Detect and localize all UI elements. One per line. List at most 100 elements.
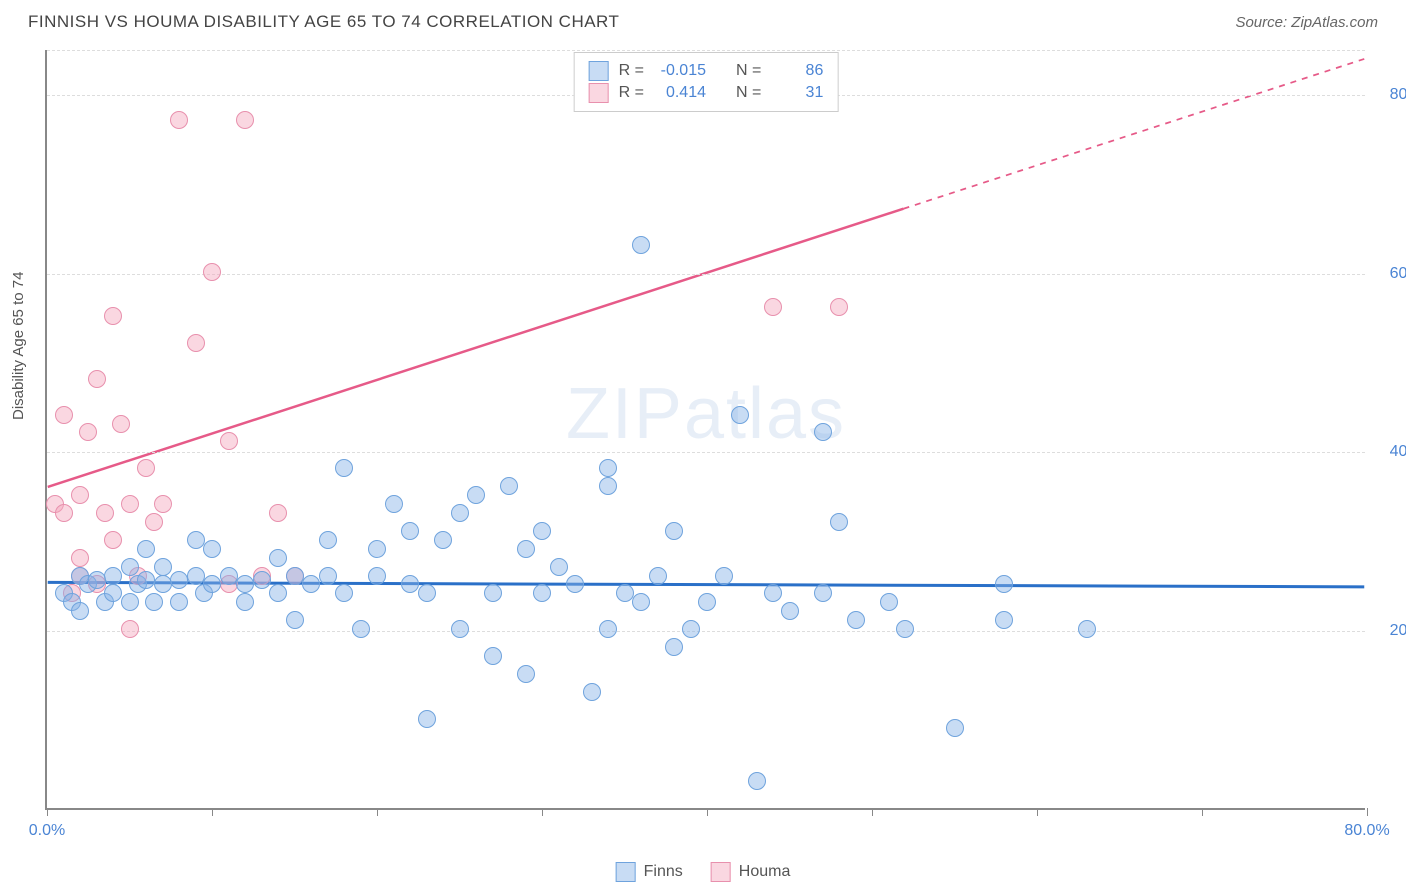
data-point [286, 611, 304, 629]
data-point [599, 459, 617, 477]
swatch-houma-icon [711, 862, 731, 882]
data-point [203, 540, 221, 558]
data-point [830, 513, 848, 531]
data-point [484, 584, 502, 602]
data-point [599, 620, 617, 638]
data-point [137, 540, 155, 558]
data-point [269, 584, 287, 602]
x-tick [1037, 808, 1038, 816]
watermark: ZIPatlas [566, 373, 846, 455]
chart-title: FINNISH VS HOUMA DISABILITY AGE 65 TO 74… [28, 12, 619, 32]
data-point [220, 432, 238, 450]
data-point [418, 710, 436, 728]
data-point [187, 531, 205, 549]
data-point [170, 111, 188, 129]
data-point [79, 423, 97, 441]
data-point [236, 111, 254, 129]
x-tick [707, 808, 708, 816]
data-point [550, 558, 568, 576]
trend-lines [47, 50, 1365, 808]
data-point [335, 459, 353, 477]
y-tick-label: 80.0% [1375, 86, 1406, 104]
data-point [104, 531, 122, 549]
data-point [764, 298, 782, 316]
data-point [236, 593, 254, 611]
data-point [517, 665, 535, 683]
x-tick [377, 808, 378, 816]
data-point [665, 638, 683, 656]
data-point [302, 575, 320, 593]
gridline [47, 274, 1365, 275]
data-point [121, 593, 139, 611]
data-point [451, 504, 469, 522]
data-point [385, 495, 403, 513]
y-tick-label: 40.0% [1375, 443, 1406, 461]
data-point [418, 584, 436, 602]
data-point [220, 567, 238, 585]
data-point [682, 620, 700, 638]
x-tick [872, 808, 873, 816]
data-point [104, 307, 122, 325]
data-point [352, 620, 370, 638]
data-point [154, 558, 172, 576]
gridline [47, 50, 1365, 51]
legend-row-houma: R = 0.414 N = 31 [589, 83, 824, 103]
data-point [467, 486, 485, 504]
data-point [830, 298, 848, 316]
data-point [170, 571, 188, 589]
data-point [434, 531, 452, 549]
data-point [121, 558, 139, 576]
correlation-legend: R = -0.015 N = 86 R = 0.414 N = 31 [574, 52, 839, 112]
data-point [137, 459, 155, 477]
data-point [946, 719, 964, 737]
data-point [170, 593, 188, 611]
legend-item-houma: Houma [711, 862, 791, 882]
data-point [665, 522, 683, 540]
data-point [71, 602, 89, 620]
series-legend: Finns Houma [616, 862, 791, 882]
x-tick [542, 808, 543, 816]
data-point [137, 571, 155, 589]
data-point [649, 567, 667, 585]
data-point [896, 620, 914, 638]
data-point [599, 477, 617, 495]
data-point [154, 495, 172, 513]
x-tick [1367, 808, 1368, 816]
data-point [401, 522, 419, 540]
data-point [71, 549, 89, 567]
data-point [401, 575, 419, 593]
data-point [880, 593, 898, 611]
data-point [71, 486, 89, 504]
data-point [203, 263, 221, 281]
data-point [731, 406, 749, 424]
data-point [632, 593, 650, 611]
data-point [286, 567, 304, 585]
data-point [269, 504, 287, 522]
data-point [121, 620, 139, 638]
data-point [715, 567, 733, 585]
chart-source: Source: ZipAtlas.com [1235, 14, 1378, 31]
x-tick-label: 80.0% [1344, 822, 1389, 840]
data-point [154, 575, 172, 593]
data-point [96, 504, 114, 522]
data-point [517, 540, 535, 558]
data-point [632, 236, 650, 254]
data-point [847, 611, 865, 629]
data-point [1078, 620, 1096, 638]
data-point [814, 584, 832, 602]
data-point [814, 423, 832, 441]
data-point [500, 477, 518, 495]
data-point [145, 513, 163, 531]
data-point [269, 549, 287, 567]
data-point [698, 593, 716, 611]
legend-row-finns: R = -0.015 N = 86 [589, 61, 824, 81]
data-point [112, 415, 130, 433]
data-point [319, 531, 337, 549]
data-point [533, 522, 551, 540]
x-tick [212, 808, 213, 816]
legend-item-finns: Finns [616, 862, 683, 882]
x-tick [47, 808, 48, 816]
chart-area: ZIPatlas R = -0.015 N = 86 R = 0.414 N =… [45, 50, 1365, 810]
legend-label-finns: Finns [644, 863, 683, 881]
data-point [484, 647, 502, 665]
